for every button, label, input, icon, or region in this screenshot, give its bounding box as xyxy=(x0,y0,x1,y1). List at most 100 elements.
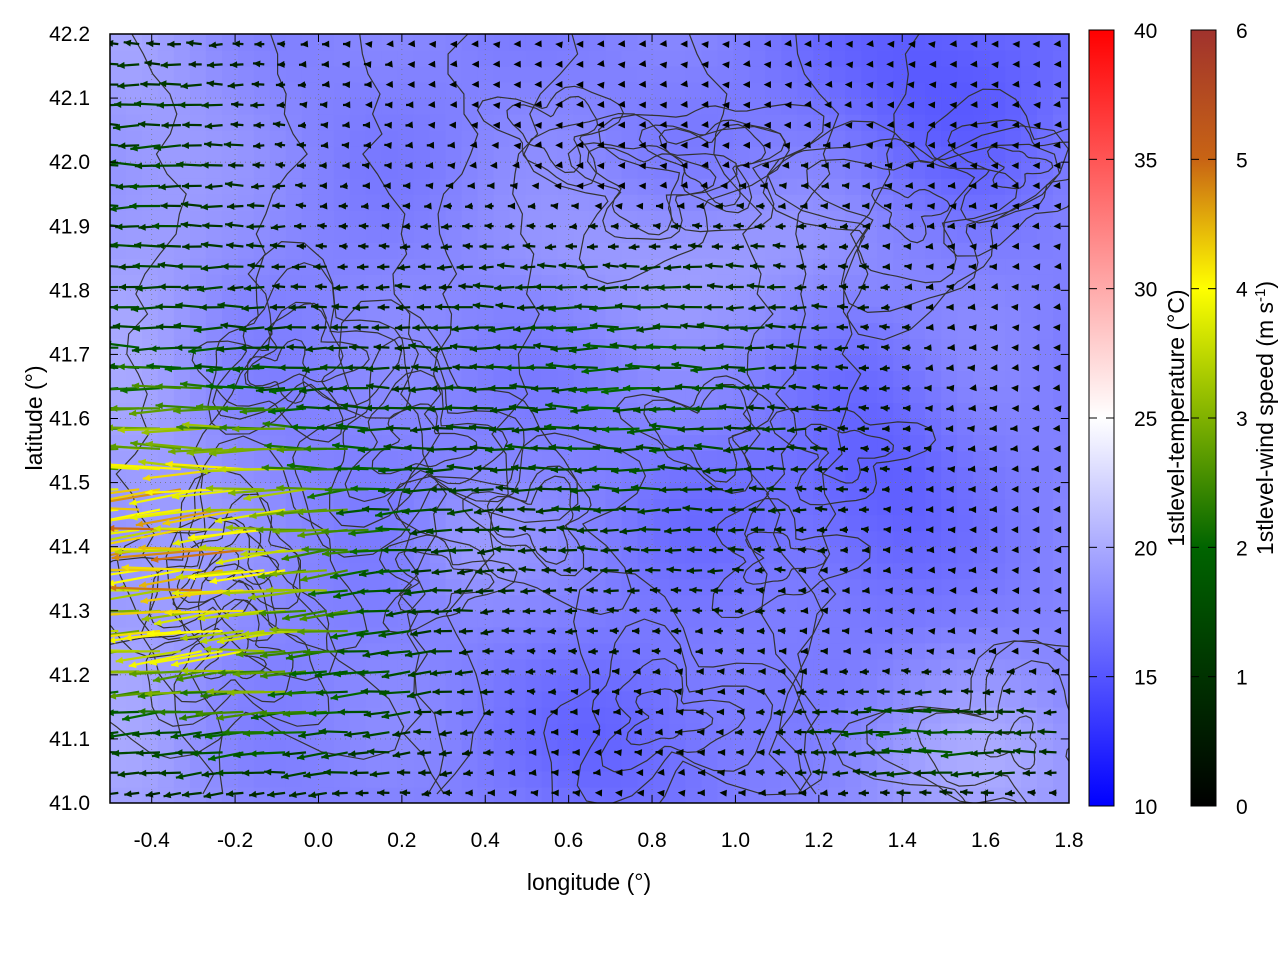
wind-arrow-head xyxy=(77,566,84,573)
temperature-cell xyxy=(254,322,271,339)
temperature-cell xyxy=(893,675,910,692)
temperature-cell xyxy=(366,34,383,51)
temperature-cell xyxy=(206,34,223,51)
temperature-cell xyxy=(957,755,974,772)
temperature-cell xyxy=(222,306,239,323)
temperature-cell xyxy=(462,306,479,323)
temperature-cell xyxy=(701,274,718,291)
temperature-cell xyxy=(558,210,575,227)
temperature-cell xyxy=(893,531,910,548)
wind-arrow-head xyxy=(42,513,50,520)
temperature-cell xyxy=(462,322,479,339)
temperature-cell xyxy=(558,739,575,756)
temperature-cell xyxy=(158,707,175,724)
temperature-cell xyxy=(206,114,223,131)
temperature-cell xyxy=(526,419,543,436)
temperature-cell xyxy=(733,66,750,83)
temperature-cell xyxy=(606,611,623,628)
temperature-cell xyxy=(685,483,702,500)
temperature-cell xyxy=(669,98,686,115)
temperature-cell xyxy=(1053,370,1070,387)
temperature-cell xyxy=(941,338,958,355)
temperature-cell xyxy=(366,611,383,628)
temperature-cell xyxy=(270,675,287,692)
temperature-cell xyxy=(1021,226,1038,243)
temperature-cell xyxy=(989,579,1006,596)
temperature-cell xyxy=(701,499,718,516)
temperature-cell xyxy=(574,290,591,307)
temperature-cell xyxy=(813,226,830,243)
temperature-cell xyxy=(462,755,479,772)
temperature-cell xyxy=(1053,194,1070,211)
temperature-cell xyxy=(622,242,639,259)
temperature-cell xyxy=(669,659,686,676)
temperature-cell xyxy=(238,146,255,163)
temperature-cell xyxy=(302,66,319,83)
temperature-cell xyxy=(717,66,734,83)
temperature-cell xyxy=(222,146,239,163)
wind-arrow-head xyxy=(93,499,101,506)
temperature-cell xyxy=(893,210,910,227)
temperature-cell xyxy=(478,290,495,307)
temperature-cell xyxy=(126,675,143,692)
temperature-cell xyxy=(126,451,143,468)
temperature-cell xyxy=(238,194,255,211)
temperature-cell xyxy=(765,146,782,163)
temperature-cell xyxy=(430,146,447,163)
temperature-cell xyxy=(126,226,143,243)
temperature-cell xyxy=(653,66,670,83)
temperature-cell xyxy=(685,787,702,804)
temperature-cell xyxy=(350,515,367,532)
temperature-cell xyxy=(462,787,479,804)
temperature-cell xyxy=(1053,499,1070,516)
temperature-cell xyxy=(638,483,655,500)
temperature-cell xyxy=(574,66,591,83)
temperature-cell xyxy=(1037,226,1054,243)
temperature-cell xyxy=(558,34,575,51)
temperature-cell xyxy=(558,370,575,387)
temperature-cell xyxy=(685,226,702,243)
temperature-cell xyxy=(526,531,543,548)
temperature-cell xyxy=(877,659,894,676)
temperature-cell xyxy=(957,483,974,500)
temperature-cell xyxy=(909,531,926,548)
temperature-cell xyxy=(238,34,255,51)
temperature-cell xyxy=(462,370,479,387)
temperature-cell xyxy=(1053,306,1070,323)
temperature-cell xyxy=(318,499,335,516)
temperature-cell xyxy=(542,290,559,307)
wind-arrow-head xyxy=(94,424,101,431)
wind-arrow-head xyxy=(79,709,86,716)
temperature-cell xyxy=(318,515,335,532)
temperature-cell xyxy=(382,210,399,227)
wind-arrow xyxy=(204,510,265,511)
temperature-cell xyxy=(606,98,623,115)
temperature-cell xyxy=(318,146,335,163)
temperature-cell xyxy=(941,66,958,83)
temperature-cell xyxy=(893,611,910,628)
temperature-cell xyxy=(877,675,894,692)
temperature-cell xyxy=(717,451,734,468)
temperature-cell xyxy=(717,322,734,339)
temperature-cell xyxy=(1005,322,1022,339)
temperature-cell xyxy=(861,290,878,307)
temperature-cell xyxy=(941,675,958,692)
temperature-cell xyxy=(318,66,335,83)
temperature-cell xyxy=(653,370,670,387)
temperature-cell xyxy=(558,226,575,243)
temperature-cell xyxy=(302,210,319,227)
temperature-cell xyxy=(462,226,479,243)
temperature-cell xyxy=(717,675,734,692)
temperature-cell xyxy=(989,66,1006,83)
temperature-cell xyxy=(254,755,271,772)
wind-arrow-head xyxy=(48,585,55,592)
temperature-cell xyxy=(638,178,655,195)
temperature-cell xyxy=(174,146,191,163)
temperature-cell xyxy=(973,290,990,307)
temperature-cell xyxy=(110,210,127,227)
temperature-cell xyxy=(925,499,942,516)
temperature-cell xyxy=(861,34,878,51)
temperature-cell xyxy=(685,370,702,387)
temperature-cell xyxy=(749,483,766,500)
temperature-cell xyxy=(638,210,655,227)
